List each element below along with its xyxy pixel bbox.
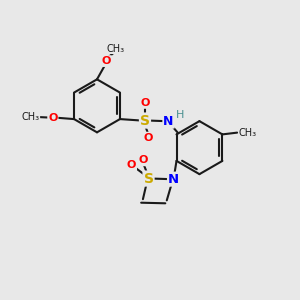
Text: N: N [168,172,179,186]
Text: CH₃: CH₃ [238,128,256,138]
Text: S: S [140,114,150,128]
Text: O: O [127,160,136,170]
Text: CH₃: CH₃ [22,112,40,122]
Text: H: H [176,110,184,120]
Text: O: O [140,98,150,108]
Text: S: S [143,172,154,186]
Text: O: O [102,56,111,66]
Text: O: O [48,112,58,123]
Text: N: N [163,115,174,128]
Text: O: O [139,155,148,165]
Text: O: O [144,133,153,142]
Text: CH₃: CH₃ [107,44,125,54]
